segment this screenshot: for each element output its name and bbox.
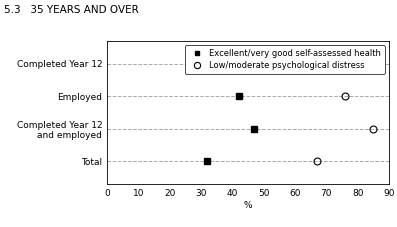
Legend: Excellent/very good self-assessed health, Low/moderate psychological distress: Excellent/very good self-assessed health… <box>185 45 385 74</box>
X-axis label: %: % <box>244 200 252 210</box>
Text: 5.3   35 YEARS AND OVER: 5.3 35 YEARS AND OVER <box>4 5 139 15</box>
